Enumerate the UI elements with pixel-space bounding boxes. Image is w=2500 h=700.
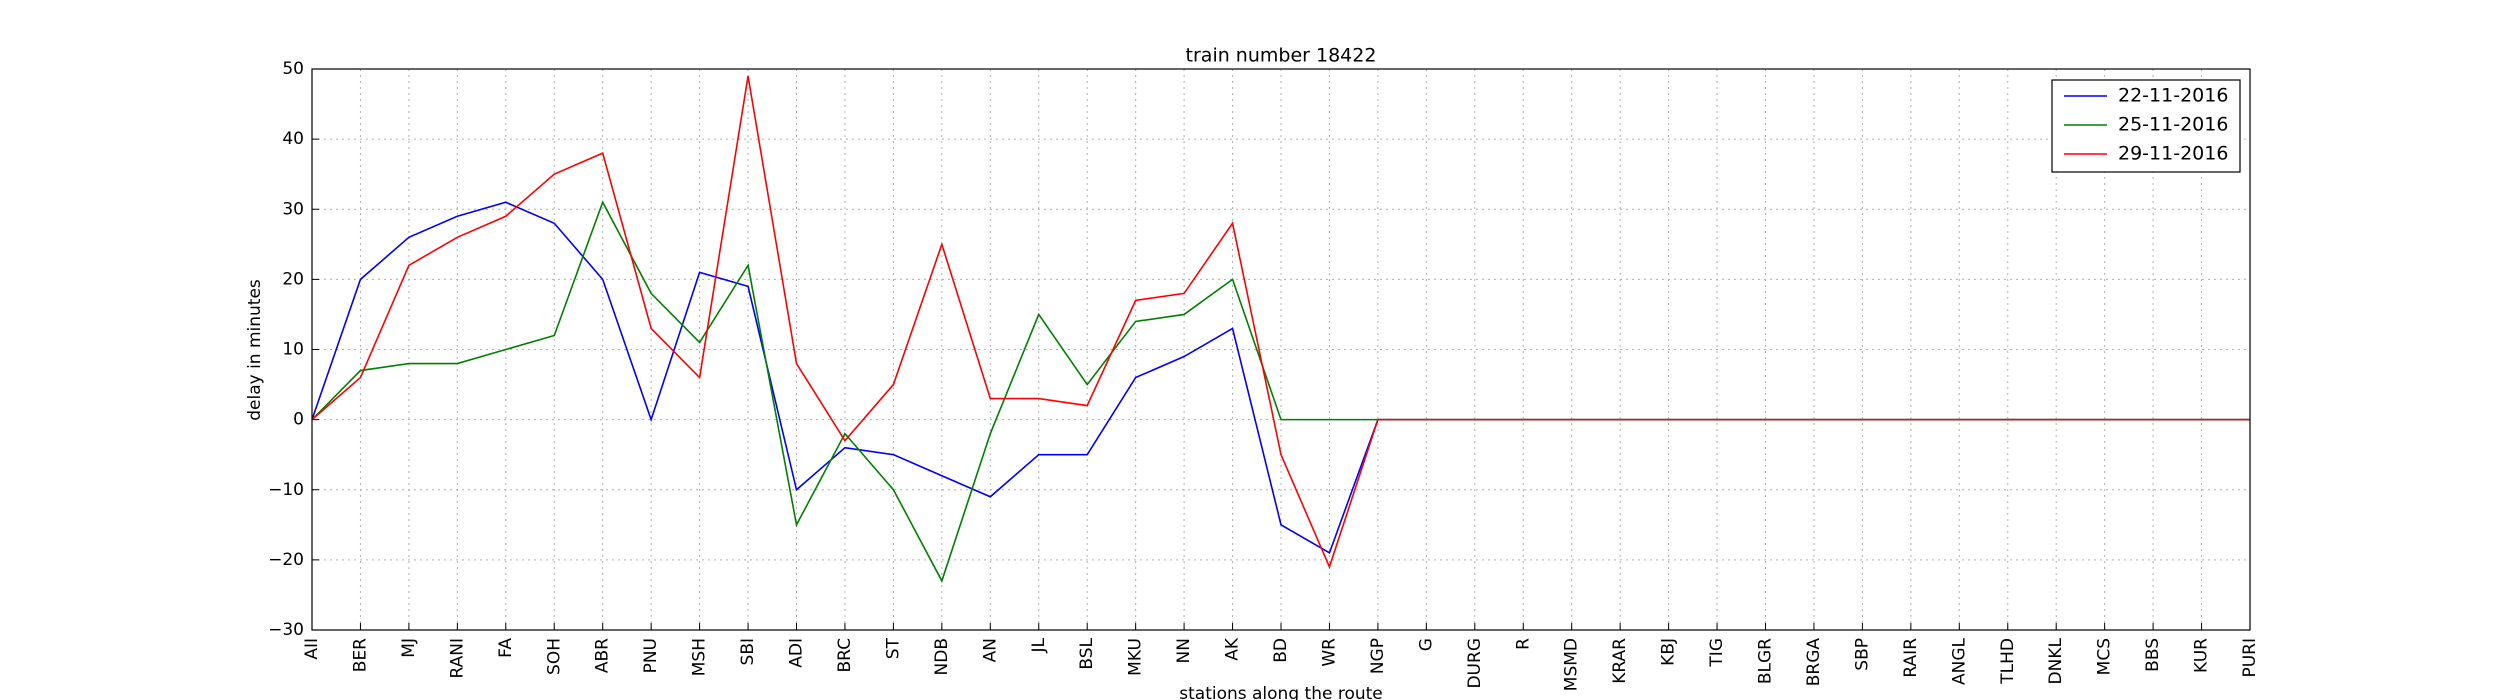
x-tick-label: DURG <box>1465 638 1485 689</box>
x-tick-label: PNU <box>641 638 661 673</box>
x-tick-label: KBJ <box>1659 638 1679 666</box>
x-tick-label: BER <box>350 638 370 672</box>
x-tick-label: SOH <box>544 638 564 675</box>
x-tick-label: BD <box>1271 638 1291 663</box>
x-tick-label: ADI <box>787 638 807 668</box>
x-tick-label: KUR <box>2192 638 2212 673</box>
y-tick-label: 10 <box>282 340 304 360</box>
x-tick-label: JL <box>1029 637 1049 653</box>
y-tick-label: −20 <box>268 550 304 570</box>
y-tick-label: −10 <box>268 480 304 500</box>
x-tick-label: FA <box>496 638 516 658</box>
x-tick-label: BRC <box>835 638 855 673</box>
x-tick-label: BLGR <box>1756 638 1776 684</box>
x-tick-label: MSMD <box>1562 638 1582 691</box>
x-tick-label: MJ <box>399 638 419 658</box>
x-tick-label: RAIR <box>1901 638 1921 678</box>
legend-label: 25-11-2016 <box>2118 114 2228 136</box>
x-tick-label: NN <box>1174 638 1194 663</box>
x-tick-label: BRGA <box>1804 638 1824 687</box>
x-tick-label: AII <box>302 638 322 660</box>
x-tick-label: MKU <box>1126 638 1146 676</box>
x-tick-label: TIG <box>1707 638 1727 668</box>
x-tick-label: TLHD <box>1998 638 2018 685</box>
x-tick-label: NGP <box>1368 638 1388 674</box>
data-line <box>311 75 2250 570</box>
x-tick-label: PURI <box>2240 638 2260 678</box>
x-tick-label: WR <box>1319 638 1339 667</box>
x-axis-label: stations along the route <box>1179 684 1383 700</box>
chart-title: train number 18422 <box>1186 45 1377 67</box>
x-tick-label: DNKL <box>2046 637 2066 684</box>
legend-label: 22-11-2016 <box>2118 85 2228 107</box>
x-tick-label: KRAR <box>1610 638 1630 684</box>
x-tick-label: AN <box>980 638 1000 662</box>
x-tick-label: RANI <box>447 638 467 678</box>
x-tick-label: AK <box>1223 637 1243 661</box>
y-tick-label: 50 <box>282 59 304 79</box>
x-tick-label: MSH <box>690 638 710 676</box>
y-tick-label: 40 <box>282 129 304 149</box>
legend-label: 29-11-2016 <box>2118 143 2228 165</box>
x-tick-label: BBS <box>2143 638 2163 672</box>
x-tick-label: R <box>1513 638 1533 650</box>
x-tick-label: MCS <box>2095 638 2115 675</box>
x-tick-label: BSL <box>1077 637 1097 669</box>
x-tick-label: NDB <box>932 638 952 675</box>
y-tick-label: 20 <box>282 269 304 289</box>
x-tick-label: ANGL <box>1949 637 1969 685</box>
y-tick-label: 0 <box>293 410 304 430</box>
y-axis-label: delay in minutes <box>245 279 265 421</box>
legend: 22-11-2016 25-11-2016 29-11-2016 <box>2051 79 2241 173</box>
x-tick-label: G <box>1416 638 1436 651</box>
x-tick-label: ST <box>883 637 903 659</box>
data-line <box>311 201 2250 555</box>
y-tick-label: 30 <box>282 199 304 219</box>
plot-frame <box>311 68 2251 631</box>
y-tick-label: −30 <box>268 620 304 640</box>
x-tick-label: ABR <box>593 638 613 673</box>
x-tick-label: SBI <box>738 638 758 665</box>
x-tick-label: SBP <box>1852 638 1872 671</box>
